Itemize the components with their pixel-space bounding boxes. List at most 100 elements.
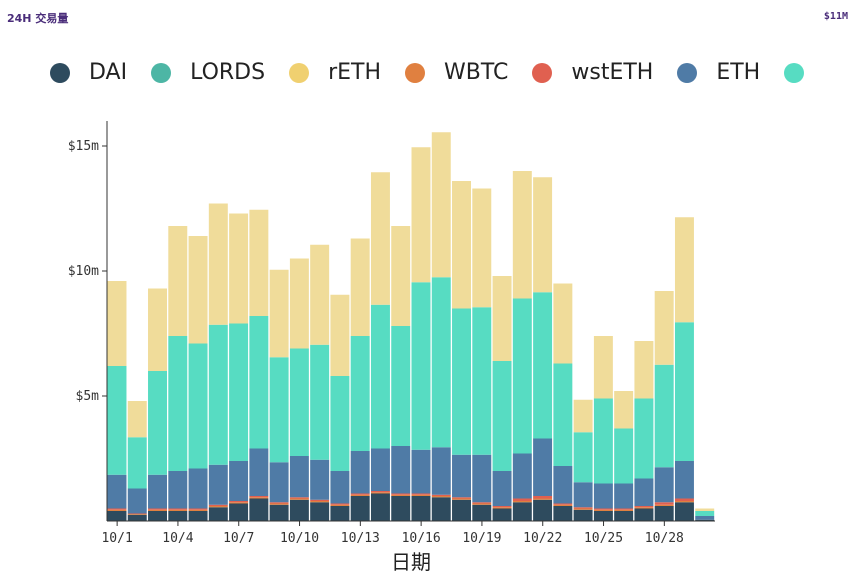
bar-usdc-10/28[interactable] [654, 364, 674, 468]
bar-wbtc-10/13[interactable] [350, 494, 370, 496]
bar-wbtc-10/16[interactable] [411, 494, 431, 496]
bar-other-10/11[interactable] [310, 244, 330, 345]
bar-dai-10/26[interactable] [614, 511, 634, 521]
bar-dai-10/3[interactable] [148, 511, 167, 521]
bar-usdc-10/13[interactable] [350, 336, 370, 451]
bar-dai-10/14[interactable] [370, 493, 390, 522]
bar-wbtc-10/6[interactable] [208, 506, 228, 508]
bar-wsteth-10/24[interactable] [573, 507, 593, 509]
bar-wsteth-10/18[interactable] [452, 497, 471, 499]
bar-other-10/24[interactable] [573, 399, 593, 433]
bar-wbtc-10/19[interactable] [472, 503, 492, 505]
bar-other-10/12[interactable] [330, 294, 350, 376]
bar-eth-10/14[interactable] [370, 448, 390, 492]
bar-eth-10/27[interactable] [634, 478, 654, 507]
bar-wbtc-10/28[interactable] [654, 504, 674, 506]
bar-wsteth-10/13[interactable] [350, 493, 370, 495]
bar-eth-10/1[interactable] [107, 474, 127, 509]
bar-wsteth-10/14[interactable] [370, 491, 390, 493]
bar-wbtc-10/14[interactable] [370, 492, 390, 494]
bar-other-10/16[interactable] [411, 147, 431, 283]
bar-eth-10/5[interactable] [188, 468, 208, 509]
bar-wsteth-10/25[interactable] [593, 508, 613, 510]
bar-wsteth-10/26[interactable] [614, 508, 634, 510]
legend-item-reth[interactable]: rETH [289, 60, 381, 85]
bar-usdc-10/5[interactable] [188, 343, 208, 469]
bar-usdc-10/29[interactable] [674, 322, 694, 461]
bar-other-10/15[interactable] [391, 226, 411, 326]
bar-dai-10/7[interactable] [229, 503, 249, 522]
bar-usdc-10/11[interactable] [310, 344, 330, 460]
bar-wsteth-10/29[interactable] [674, 498, 694, 502]
bar-other-10/25[interactable] [593, 336, 613, 399]
bar-wbtc-10/12[interactable] [330, 504, 350, 506]
bar-other-10/6[interactable] [208, 203, 228, 325]
bar-usdc-10/14[interactable] [370, 304, 390, 449]
bar-wsteth-10/8[interactable] [249, 496, 269, 498]
bar-dai-10/28[interactable] [654, 506, 674, 521]
bar-other-10/22[interactable] [533, 177, 553, 293]
bar-eth-10/16[interactable] [411, 449, 431, 494]
bar-eth-10/26[interactable] [614, 483, 634, 509]
bar-other-10/23[interactable] [553, 283, 573, 364]
bar-dai-10/5[interactable] [188, 511, 208, 521]
bar-usdc-10/27[interactable] [634, 398, 654, 479]
bar-wbtc-10/9[interactable] [269, 503, 289, 505]
bar-eth-10/6[interactable] [208, 464, 228, 505]
bar-wbtc-10/4[interactable] [168, 509, 188, 511]
bar-usdc-10/21[interactable] [512, 298, 532, 454]
bar-other-10/7[interactable] [229, 213, 249, 324]
bar-usdc-10/15[interactable] [391, 326, 411, 446]
bar-wsteth-10/7[interactable] [229, 501, 249, 503]
bar-other-10/18[interactable] [452, 181, 471, 309]
bar-eth-10/29[interactable] [674, 461, 694, 499]
bar-wbtc-10/17[interactable] [431, 496, 451, 498]
bar-usdc-10/16[interactable] [411, 282, 431, 450]
bar-wsteth-10/6[interactable] [208, 504, 228, 506]
bar-eth-10/10[interactable] [289, 456, 309, 498]
bar-wsteth-10/10[interactable] [289, 497, 309, 499]
bar-wbtc-10/3[interactable] [148, 509, 167, 511]
bar-wsteth-10/3[interactable] [148, 508, 167, 510]
bar-eth-10/9[interactable] [269, 462, 289, 503]
bar-eth-10/3[interactable] [148, 474, 167, 509]
bar-other-10/8[interactable] [249, 209, 269, 316]
bar-wbtc-10/21[interactable] [512, 501, 532, 503]
bar-other-10/14[interactable] [370, 172, 390, 305]
bar-other-10/5[interactable] [188, 236, 208, 344]
bar-other-10/3[interactable] [148, 288, 167, 372]
bar-other-10/10[interactable] [289, 258, 309, 349]
bar-dai-10/30[interactable] [695, 519, 715, 521]
bar-usdc-10/25[interactable] [593, 398, 613, 484]
bar-wsteth-10/20[interactable] [492, 506, 512, 508]
bar-other-10/21[interactable] [512, 171, 532, 299]
bar-other-10/19[interactable] [472, 188, 492, 308]
legend-item-wsteth[interactable]: wstETH [532, 60, 653, 85]
bar-eth-10/15[interactable] [391, 446, 411, 494]
bar-dai-10/23[interactable] [553, 506, 573, 521]
bar-dai-10/22[interactable] [533, 499, 553, 521]
bar-wsteth-10/21[interactable] [512, 498, 532, 502]
bar-dai-10/4[interactable] [168, 511, 188, 521]
bar-usdc-10/18[interactable] [452, 308, 471, 455]
bar-usdc-10/8[interactable] [249, 316, 269, 449]
bar-dai-10/24[interactable] [573, 509, 593, 521]
bar-usdc-10/20[interactable] [492, 361, 512, 471]
bar-wbtc-10/2[interactable] [127, 514, 147, 515]
bar-dai-10/1[interactable] [107, 511, 127, 521]
bar-dai-10/11[interactable] [310, 502, 330, 521]
bar-wbtc-10/5[interactable] [188, 509, 208, 511]
bar-other-10/9[interactable] [269, 269, 289, 358]
bar-eth-10/17[interactable] [431, 447, 451, 495]
bar-usdc-10/2[interactable] [127, 437, 147, 489]
bar-wbtc-10/1[interactable] [107, 509, 127, 511]
bar-wsteth-10/17[interactable] [431, 494, 451, 496]
bar-eth-10/28[interactable] [654, 467, 674, 503]
bar-usdc-10/26[interactable] [614, 428, 634, 484]
bar-dai-10/20[interactable] [492, 508, 512, 522]
bar-wbtc-10/7[interactable] [229, 502, 249, 504]
bar-dai-10/15[interactable] [391, 496, 411, 521]
bar-other-10/27[interactable] [634, 341, 654, 399]
bar-dai-10/2[interactable] [127, 514, 147, 521]
bar-eth-10/2[interactable] [127, 488, 147, 514]
